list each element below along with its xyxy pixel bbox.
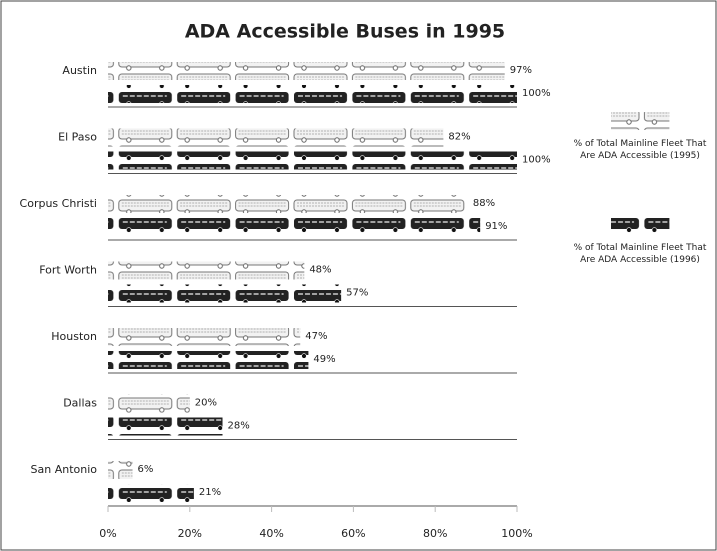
bar xyxy=(108,461,133,479)
legend-swatch xyxy=(611,112,670,130)
value-label: 48% xyxy=(309,265,331,276)
value-label: 100% xyxy=(522,88,551,99)
value-label: 57% xyxy=(346,288,368,299)
bar xyxy=(108,351,309,369)
category-label: Austin xyxy=(62,64,97,77)
category-label: Houston xyxy=(51,330,97,343)
legend-label: % of Total Mainline Fleet That Are ADA A… xyxy=(573,139,707,161)
category-label: El Paso xyxy=(58,131,97,144)
bar xyxy=(108,284,342,303)
bar xyxy=(108,394,190,413)
bar xyxy=(108,62,505,80)
value-label: 97% xyxy=(510,65,532,76)
x-tick-label: 100% xyxy=(501,527,532,540)
category-label: Fort Worth xyxy=(39,264,97,277)
value-label: 20% xyxy=(195,398,217,409)
value-label: 47% xyxy=(305,331,327,342)
category-label: San Antonio xyxy=(31,463,98,476)
value-label: 28% xyxy=(228,421,250,432)
bar xyxy=(108,195,468,213)
value-label: 100% xyxy=(522,155,551,166)
value-label: 91% xyxy=(485,221,507,232)
bar xyxy=(108,261,305,280)
x-tick-label: 0% xyxy=(99,527,116,540)
value-label: 88% xyxy=(473,198,495,209)
category-label: Dallas xyxy=(63,397,97,410)
category-label: Corpus Christi xyxy=(20,197,97,210)
value-label: 21% xyxy=(199,487,221,498)
bar xyxy=(108,484,194,502)
chart-title: ADA Accessible Buses in 1995 xyxy=(185,21,505,43)
value-label: 49% xyxy=(313,354,335,365)
x-tick-label: 60% xyxy=(341,527,365,540)
x-tick-label: 80% xyxy=(423,527,447,540)
value-label: 6% xyxy=(138,464,154,475)
legend-label: % of Total Mainline Fleet That Are ADA A… xyxy=(573,243,707,265)
legend-swatch xyxy=(611,216,670,234)
bar xyxy=(108,218,481,236)
x-tick-label: 20% xyxy=(178,527,202,540)
bar xyxy=(108,85,517,103)
value-label: 82% xyxy=(448,132,470,143)
bar xyxy=(108,151,517,170)
x-tick-label: 40% xyxy=(259,527,283,540)
bar xyxy=(108,328,301,346)
bar xyxy=(108,128,444,147)
bar xyxy=(108,417,223,436)
